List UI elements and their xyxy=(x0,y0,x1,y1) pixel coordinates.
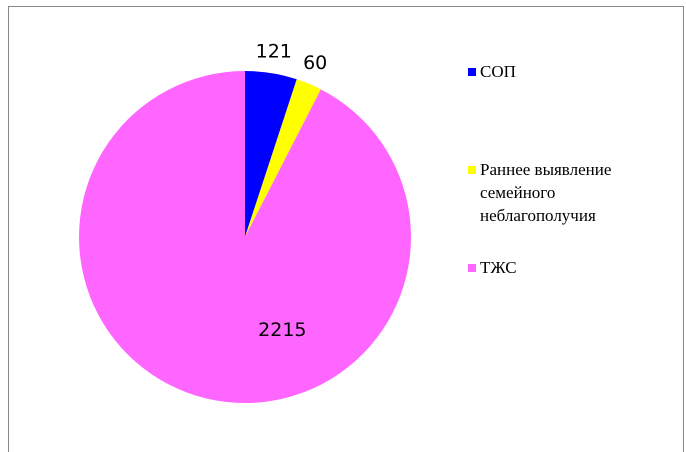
legend-label: СОП xyxy=(480,62,516,81)
legend-swatch xyxy=(468,68,476,76)
data-label: 60 xyxy=(303,52,327,74)
chart-frame xyxy=(8,6,684,452)
legend-item: ТЖС xyxy=(468,256,680,279)
legend-swatch xyxy=(468,166,476,174)
legend-item: Раннее выявление семейного неблагополучи… xyxy=(468,158,660,227)
pie-slice xyxy=(245,79,321,237)
pie-slice xyxy=(245,71,297,237)
legend-label: Раннее выявление семейного неблагополучи… xyxy=(480,160,612,225)
pie-slice xyxy=(79,70,412,404)
legend-label: ТЖС xyxy=(480,258,517,277)
legend-swatch xyxy=(468,264,476,272)
legend-item: СОП xyxy=(468,60,680,83)
data-label: 2215 xyxy=(258,319,306,341)
data-label: 121 xyxy=(256,40,292,62)
